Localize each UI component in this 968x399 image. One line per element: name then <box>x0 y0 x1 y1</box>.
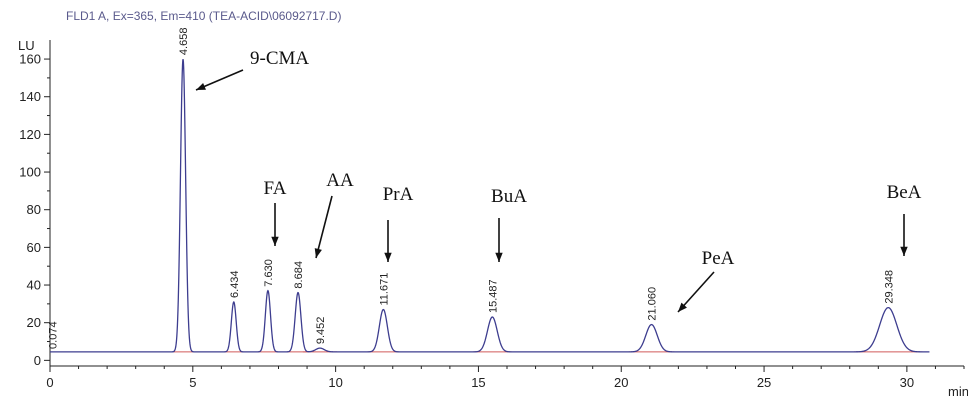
y-tick-label: 120 <box>19 127 41 142</box>
annotation-label: PrA <box>383 184 414 205</box>
y-tick-label: 60 <box>27 240 41 255</box>
y-tick-label: 80 <box>27 202 41 217</box>
axes: 0 5 10 15 20 25 30 0 20 40 60 80 100 120 140 160 <box>19 40 965 390</box>
arrow-head-icon <box>384 252 392 262</box>
annotation-label: BeA <box>887 182 922 203</box>
peak-label: 21.060 <box>647 287 659 321</box>
annotation-label: 9-CMA <box>250 48 309 69</box>
peak-label: 6.434 <box>229 270 241 298</box>
x-tick-label: 20 <box>614 375 628 390</box>
y-tick-label: 100 <box>19 165 41 180</box>
y-tick-label: 40 <box>27 278 41 293</box>
peak-label: 15.487 <box>487 279 499 313</box>
peak-label: 0.074 <box>47 321 59 349</box>
annotation-label: BuA <box>491 186 527 207</box>
y-axis-label: LU <box>18 38 35 53</box>
peak-label: 11.671 <box>378 273 390 306</box>
x-tick-label: 5 <box>189 375 196 390</box>
x-tick-label: 25 <box>757 375 771 390</box>
y-tick-label: 140 <box>19 89 41 104</box>
y-tick-label: 160 <box>19 52 41 67</box>
chart-title: FLD1 A, Ex=365, Em=410 (TEA-ACID\0609271… <box>66 9 341 23</box>
peak-labels: 4.658 6.434 7.630 8.684 9.452 11.671 15.487 21.… <box>47 28 895 349</box>
arrow-head-icon <box>196 82 206 90</box>
peak-label: 4.658 <box>178 28 190 56</box>
peak-label: 8.684 <box>293 261 305 289</box>
annotation-label: AA <box>326 170 354 191</box>
peak-label: 29.348 <box>883 270 895 304</box>
x-tick-label: 15 <box>471 375 485 390</box>
arrow-head-icon <box>678 302 687 312</box>
x-tick-label: 30 <box>900 375 914 390</box>
signal-trace <box>50 58 930 353</box>
annotation-label: FA <box>264 178 287 199</box>
annotation-label: PeA <box>702 248 735 269</box>
x-tick-label: 10 <box>328 375 342 390</box>
arrow-head-icon <box>271 236 279 246</box>
x-tick-label: 0 <box>46 375 53 390</box>
y-tick-label: 20 <box>27 315 41 330</box>
arrow-head-icon <box>314 248 322 258</box>
x-axis-label: min <box>948 384 968 399</box>
peak-annotations: 9-CMA FA AA PrA BuA PeA BeA <box>195 48 922 313</box>
y-tick-label: 0 <box>34 353 41 368</box>
arrow-head-icon <box>495 252 503 262</box>
peak-label: 7.630 <box>263 259 275 287</box>
arrow-head-icon <box>900 246 908 256</box>
peak-label: 9.452 <box>315 317 327 345</box>
annotation-arrow <box>315 195 333 259</box>
